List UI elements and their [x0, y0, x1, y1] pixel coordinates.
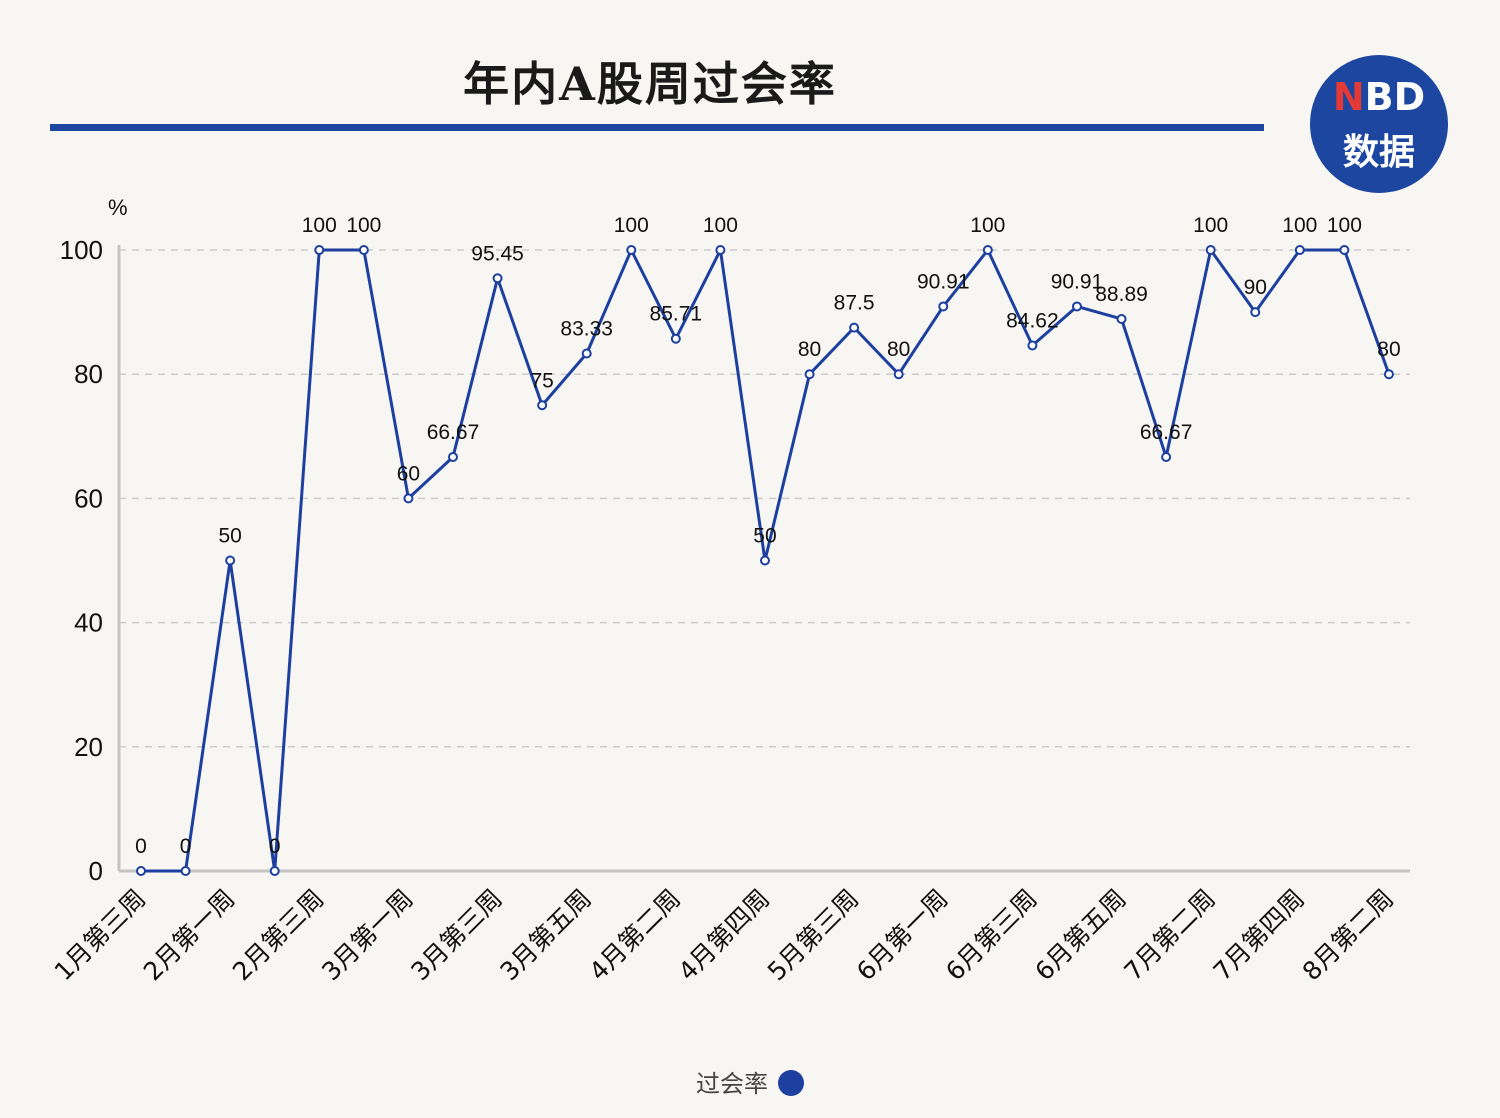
data-point	[1161, 451, 1172, 462]
data-label: 100	[703, 214, 738, 237]
data-label: 100	[302, 214, 337, 237]
data-label: 100	[1193, 214, 1228, 237]
x-tick-label: 8月第二周	[1297, 884, 1399, 986]
data-point	[136, 866, 146, 876]
data-label: 90.91	[917, 270, 970, 293]
data-label: 0	[269, 835, 281, 858]
data-label: 90.91	[1051, 270, 1104, 293]
data-point	[1205, 245, 1216, 255]
data-point	[1250, 307, 1261, 318]
data-point	[447, 451, 458, 462]
data-label: 75	[530, 369, 553, 392]
data-label: 88.89	[1095, 283, 1148, 306]
x-tick-label: 4月第四周	[673, 884, 775, 986]
data-point	[670, 333, 681, 344]
data-point	[492, 273, 503, 284]
nbd-logo: NBD 数据	[1310, 55, 1448, 193]
data-label: 60	[397, 462, 420, 485]
data-label: 80	[1377, 338, 1400, 361]
y-tick-label: 0	[89, 856, 103, 886]
data-label: 100	[1282, 214, 1317, 237]
x-tick-label: 3月第五周	[494, 884, 596, 986]
data-point	[358, 245, 369, 255]
x-tick-label: 2月第一周	[138, 884, 240, 986]
data-point	[1294, 245, 1305, 255]
data-point	[1383, 369, 1394, 380]
data-label: 100	[346, 214, 381, 237]
data-point	[1071, 301, 1082, 312]
data-label: 83.33	[560, 318, 613, 341]
y-tick-label: 80	[74, 359, 103, 389]
x-tick-label: 6月第一周	[851, 884, 953, 986]
data-label: 100	[970, 214, 1005, 237]
y-axis-unit: %	[108, 195, 128, 220]
y-tick-label: 20	[74, 732, 103, 762]
data-point	[581, 348, 592, 359]
data-point	[1027, 340, 1038, 351]
data-point	[403, 493, 414, 504]
data-label: 0	[135, 835, 147, 858]
x-tick-label: 5月第三周	[762, 884, 864, 986]
data-point	[938, 301, 949, 312]
data-label: 50	[753, 525, 776, 548]
data-point	[982, 245, 993, 255]
data-point	[626, 245, 637, 255]
data-label: 66.67	[427, 421, 480, 444]
data-label: 95.45	[471, 242, 524, 265]
x-tick-label: 3月第三周	[405, 884, 507, 986]
y-tick-label: 100	[60, 235, 103, 265]
y-tick-label: 40	[74, 608, 103, 638]
x-tick-label: 4月第二周	[584, 884, 686, 986]
x-tick-label: 6月第三周	[940, 884, 1042, 986]
data-point	[804, 369, 815, 380]
logo-line2: 数据	[1342, 132, 1415, 173]
data-point	[180, 866, 191, 876]
data-point	[849, 322, 860, 333]
title-underline	[50, 124, 1264, 131]
data-point	[715, 245, 726, 255]
data-label: 90	[1244, 276, 1267, 299]
data-label: 84.62	[1006, 310, 1059, 333]
x-tick-label: 1月第三周	[49, 884, 151, 986]
x-tick-label: 2月第三周	[227, 884, 329, 986]
data-label: 100	[1327, 214, 1362, 237]
data-point	[269, 866, 280, 876]
data-point	[314, 245, 325, 255]
data-point	[759, 555, 770, 566]
data-label: 80	[887, 338, 910, 361]
legend-label: 过会率	[696, 1070, 768, 1098]
data-point	[893, 369, 904, 380]
data-label: 80	[798, 338, 821, 361]
y-tick-label: 60	[74, 483, 103, 513]
data-label: 100	[614, 214, 649, 237]
legend-marker	[778, 1070, 804, 1096]
chart-title: 年内A股周过会率	[463, 57, 837, 111]
data-point	[1116, 313, 1127, 324]
data-point	[225, 555, 236, 566]
data-label: 87.5	[834, 292, 875, 315]
x-tick-label: 6月第五周	[1029, 884, 1131, 986]
logo-line1: NBD	[1332, 75, 1426, 119]
data-point	[537, 400, 548, 411]
legend: 过会率	[0, 1064, 1500, 1099]
data-point	[1339, 245, 1350, 255]
data-label: 0	[180, 835, 192, 858]
x-tick-label: 3月第一周	[316, 884, 418, 986]
x-tick-label: 7月第二周	[1118, 884, 1220, 986]
data-label: 50	[218, 525, 241, 548]
data-label: 85.71	[650, 303, 703, 326]
data-label: 66.67	[1140, 421, 1193, 444]
x-tick-label: 7月第四周	[1208, 884, 1310, 986]
